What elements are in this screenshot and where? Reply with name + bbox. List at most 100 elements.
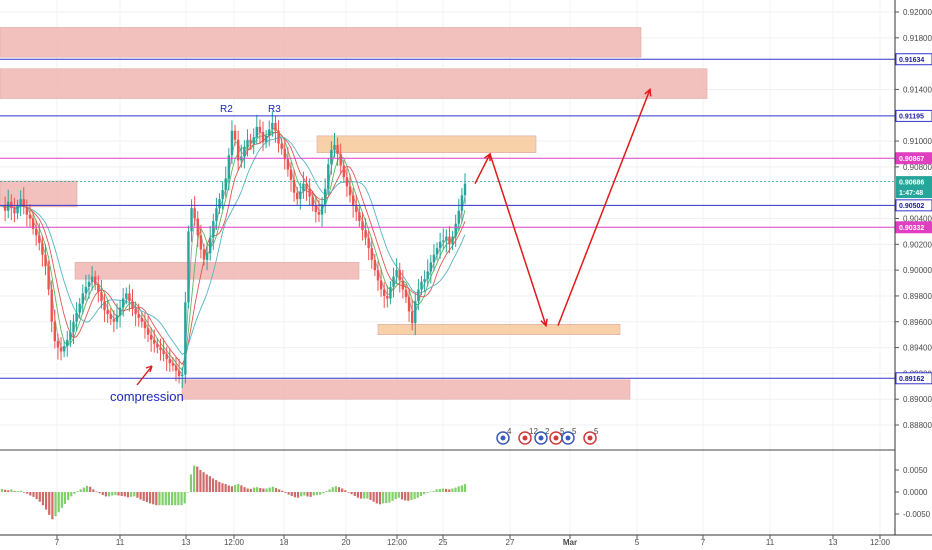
candle-up: [78, 303, 81, 313]
oscillator-bar: [287, 492, 290, 495]
oscillator-bar: [463, 484, 467, 492]
oscillator-bar: [256, 487, 259, 492]
oscillator-bar: [158, 492, 161, 506]
oscillator-bar: [407, 492, 410, 501]
candle-up: [395, 270, 398, 277]
candle-up: [252, 137, 255, 144]
oscillator-bar: [243, 487, 246, 492]
oscillator-bar: [325, 491, 328, 492]
oscillator-bar: [199, 470, 202, 492]
candle-down: [274, 122, 277, 131]
time-ticks: 7 11 13 12:00 18 20 12:00 25 27 Mar 5 7 11 13 12:00: [55, 535, 891, 547]
time-tick-label: 12:00: [870, 538, 891, 547]
moving-averages: [1, 127, 466, 375]
candle-up: [438, 241, 442, 249]
supply-demand-zone: [0, 180, 78, 208]
oscillator-bar: [145, 492, 148, 503]
oscillator-bar: [413, 492, 416, 500]
candle-up: [125, 293, 128, 299]
candle-down: [44, 254, 47, 267]
candle-down: [94, 276, 97, 285]
oscillator-tick-label: 0.0050: [903, 466, 928, 475]
candle-up: [389, 286, 392, 299]
candle-up: [264, 135, 268, 143]
oscillator-bar: [60, 492, 63, 508]
candle-down: [162, 350, 165, 355]
oscillator-bar: [38, 492, 41, 502]
oscillator-bar: [170, 492, 174, 506]
time-tick-label: 7: [701, 538, 706, 547]
level-price-label-box: [895, 53, 932, 66]
compression-arrow-head: [145, 365, 153, 373]
oscillator-bar: [26, 492, 29, 494]
candle-down: [53, 321, 57, 342]
oscillator-bar: [278, 489, 281, 492]
level-price-label: 0.90867: [899, 156, 924, 163]
candle-down: [109, 314, 112, 320]
time-tick-label: 27: [506, 538, 515, 547]
candle-down: [311, 196, 314, 206]
oscillator-bar: [404, 492, 407, 501]
candle-down: [106, 310, 109, 315]
candle-up: [227, 155, 231, 179]
candle-up: [190, 208, 193, 232]
countdown-label: 1:47:48: [899, 190, 923, 197]
time-tick-label: 25: [439, 538, 448, 547]
candle-down: [404, 289, 408, 298]
candle-down: [140, 317, 144, 322]
candle-down: [317, 212, 321, 215]
level-price-label: 0.89162: [899, 376, 924, 383]
candle-up: [417, 289, 420, 302]
oscillator-bar: [142, 492, 145, 501]
candle-up: [271, 122, 274, 130]
oscillator-bar: [123, 492, 126, 497]
event-marker-dot: [538, 435, 544, 441]
price-labels: 0.91634 0.91195 0.90867 0.90502 0.90332 0.891…: [895, 53, 932, 385]
oscillator-bar: [183, 492, 186, 504]
oscillator-bar: [369, 492, 372, 500]
candle-up: [62, 346, 66, 352]
candle-up: [432, 254, 436, 263]
candle-up: [246, 139, 249, 148]
oscillator-bar: [281, 490, 284, 492]
level-price-label: 0.91634: [899, 57, 924, 64]
candle-down: [292, 179, 296, 193]
candle-up: [181, 374, 184, 376]
oscillator-bar: [448, 489, 451, 492]
candle-down: [28, 214, 32, 219]
oscillator-bar: [155, 492, 158, 506]
candle-down: [383, 289, 386, 296]
oscillator-bar: [274, 488, 278, 492]
candle-down: [134, 308, 137, 315]
oscillator-bar: [240, 485, 243, 492]
projection-line: [474, 153, 491, 184]
oscillator-bar: [101, 492, 104, 496]
compression-arrow: [136, 365, 153, 386]
oscillator-bar: [350, 492, 353, 495]
time-tick-label: 20: [342, 538, 351, 547]
supply-demand-zone: [74, 262, 360, 280]
oscillator-bar: [67, 492, 70, 500]
event-marker-dot: [500, 435, 506, 441]
candles: [3, 110, 467, 388]
horizontal-levels: [0, 58, 895, 379]
oscillator-bar: [382, 492, 385, 504]
oscillator-bar: [174, 492, 177, 506]
time-tick-label: 12:00: [387, 538, 408, 547]
oscillator-bar: [259, 488, 262, 492]
oscillator-bar: [419, 492, 423, 496]
oscillator-bar: [426, 492, 429, 493]
oscillator-bar: [322, 492, 325, 494]
oscillator-bar: [356, 492, 360, 498]
candle-down: [202, 249, 206, 260]
oscillator-bar: [353, 492, 356, 496]
oscillator-bar: [73, 492, 76, 494]
oscillator-bar: [451, 488, 454, 492]
candle-up: [463, 183, 467, 196]
oscillator-bar: [309, 492, 312, 497]
supply-demand-zone: [181, 379, 631, 400]
candle-down: [379, 280, 383, 290]
oscillator-bar: [167, 492, 171, 506]
time-tick-label: 11: [766, 538, 775, 547]
